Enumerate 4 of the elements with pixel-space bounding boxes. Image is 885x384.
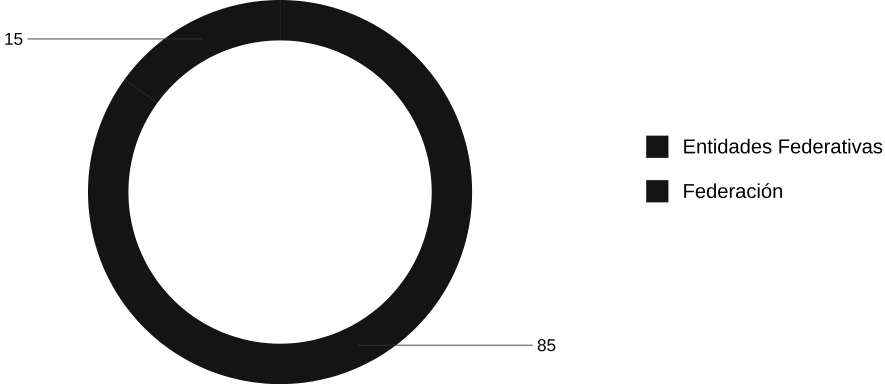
legend-label: Entidades Federativas (684, 138, 882, 154)
legend-label: Federación (684, 183, 782, 198)
data-label: 15 (5, 32, 22, 45)
data-label: 85 (538, 339, 556, 352)
